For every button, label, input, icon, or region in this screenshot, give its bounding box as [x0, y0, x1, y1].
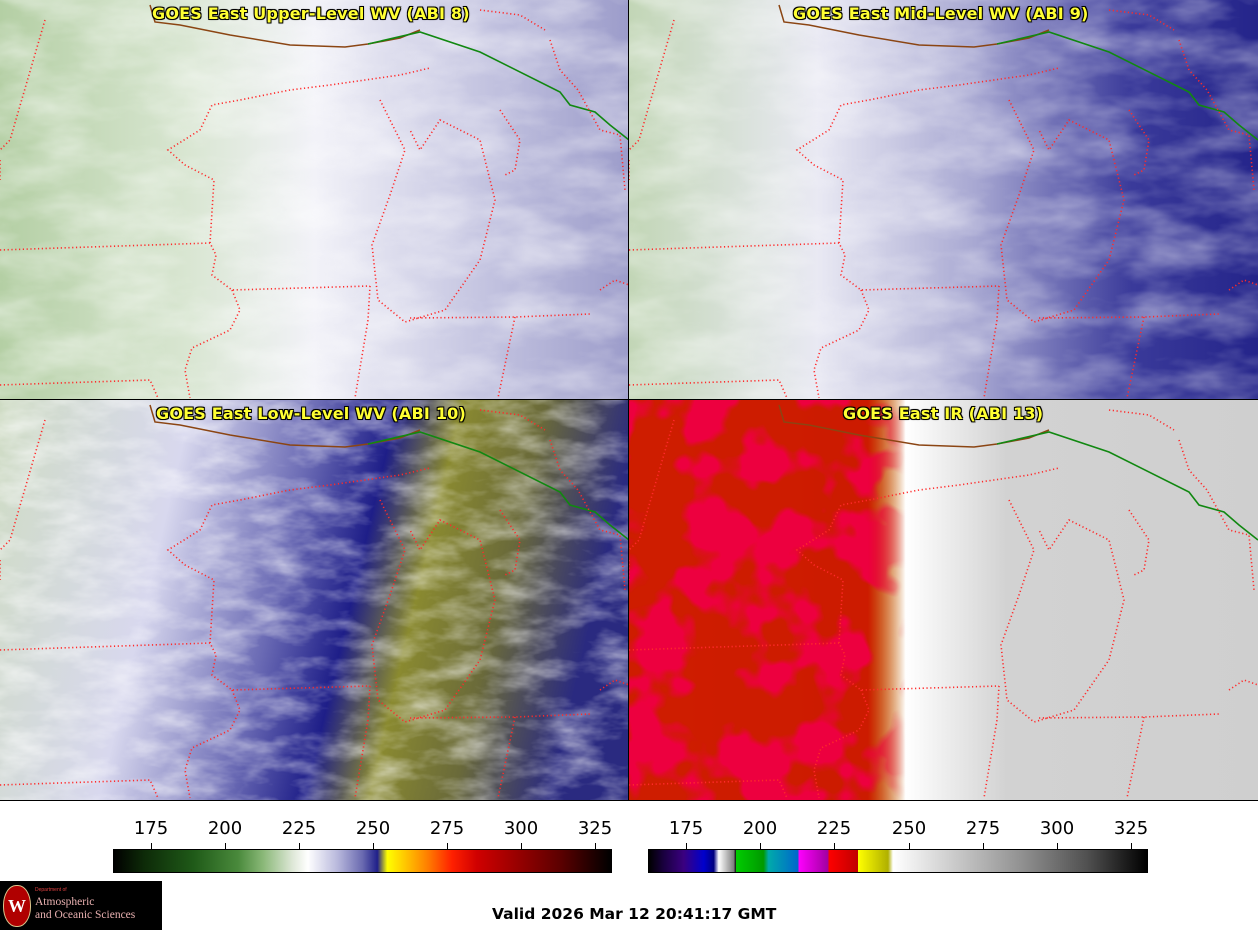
panel-title: GOES East IR (ABI 13): [843, 404, 1044, 423]
wv-mid-image: [629, 0, 1258, 400]
valid-time: Valid 2026 Mar 12 20:41:17 GMT: [492, 905, 777, 923]
panel-low-level-wv: GOES East Low-Level WV (ABI 10): [0, 399, 630, 801]
panel-mid-level-wv: GOES East Mid-Level WV (ABI 9): [628, 0, 1258, 401]
panel-upper-level-wv: GOES East Upper-Level WV (ABI 8): [0, 0, 630, 401]
panel-ir: GOES East IR (ABI 13): [628, 399, 1258, 801]
colorbar-tick: 200: [742, 818, 778, 839]
colorbar-ir-gradient: [648, 849, 1148, 873]
panel-title: GOES East Mid-Level WV (ABI 9): [793, 4, 1089, 23]
colorbar-wv-gradient: [113, 849, 612, 873]
colorbar-tick: 200: [207, 818, 243, 839]
colorbar-tick: 325: [577, 818, 613, 839]
panel-title: GOES East Low-Level WV (ABI 10): [156, 404, 467, 423]
colorbar-tick: 300: [1039, 818, 1075, 839]
colorbar-tick: 175: [133, 818, 169, 839]
colorbar-tick: 175: [668, 818, 704, 839]
colorbar-tick: 300: [503, 818, 539, 839]
colorbar-tick: 275: [429, 818, 465, 839]
logo-dept-text: Department of: [35, 887, 67, 893]
ir-image: [629, 400, 1258, 800]
colorbar-tick: 250: [355, 818, 391, 839]
colorbar-tick: 275: [965, 818, 1001, 839]
logo-line2: and Oceanic Sciences: [35, 909, 136, 921]
panel-title: GOES East Upper-Level WV (ABI 8): [152, 4, 470, 23]
wv-upper-image: [0, 0, 629, 400]
aos-logo[interactable]: W Department of Atmospheric and Oceanic …: [0, 881, 162, 930]
uw-seal-icon: W: [3, 885, 31, 927]
colorbar-tick: 250: [891, 818, 927, 839]
colorbar-tick: 325: [1113, 818, 1149, 839]
logo-line1: Atmospheric: [35, 896, 95, 908]
wv-low-image: [0, 400, 629, 800]
colorbar-tick: 225: [281, 818, 317, 839]
colorbar-tick: 225: [816, 818, 852, 839]
